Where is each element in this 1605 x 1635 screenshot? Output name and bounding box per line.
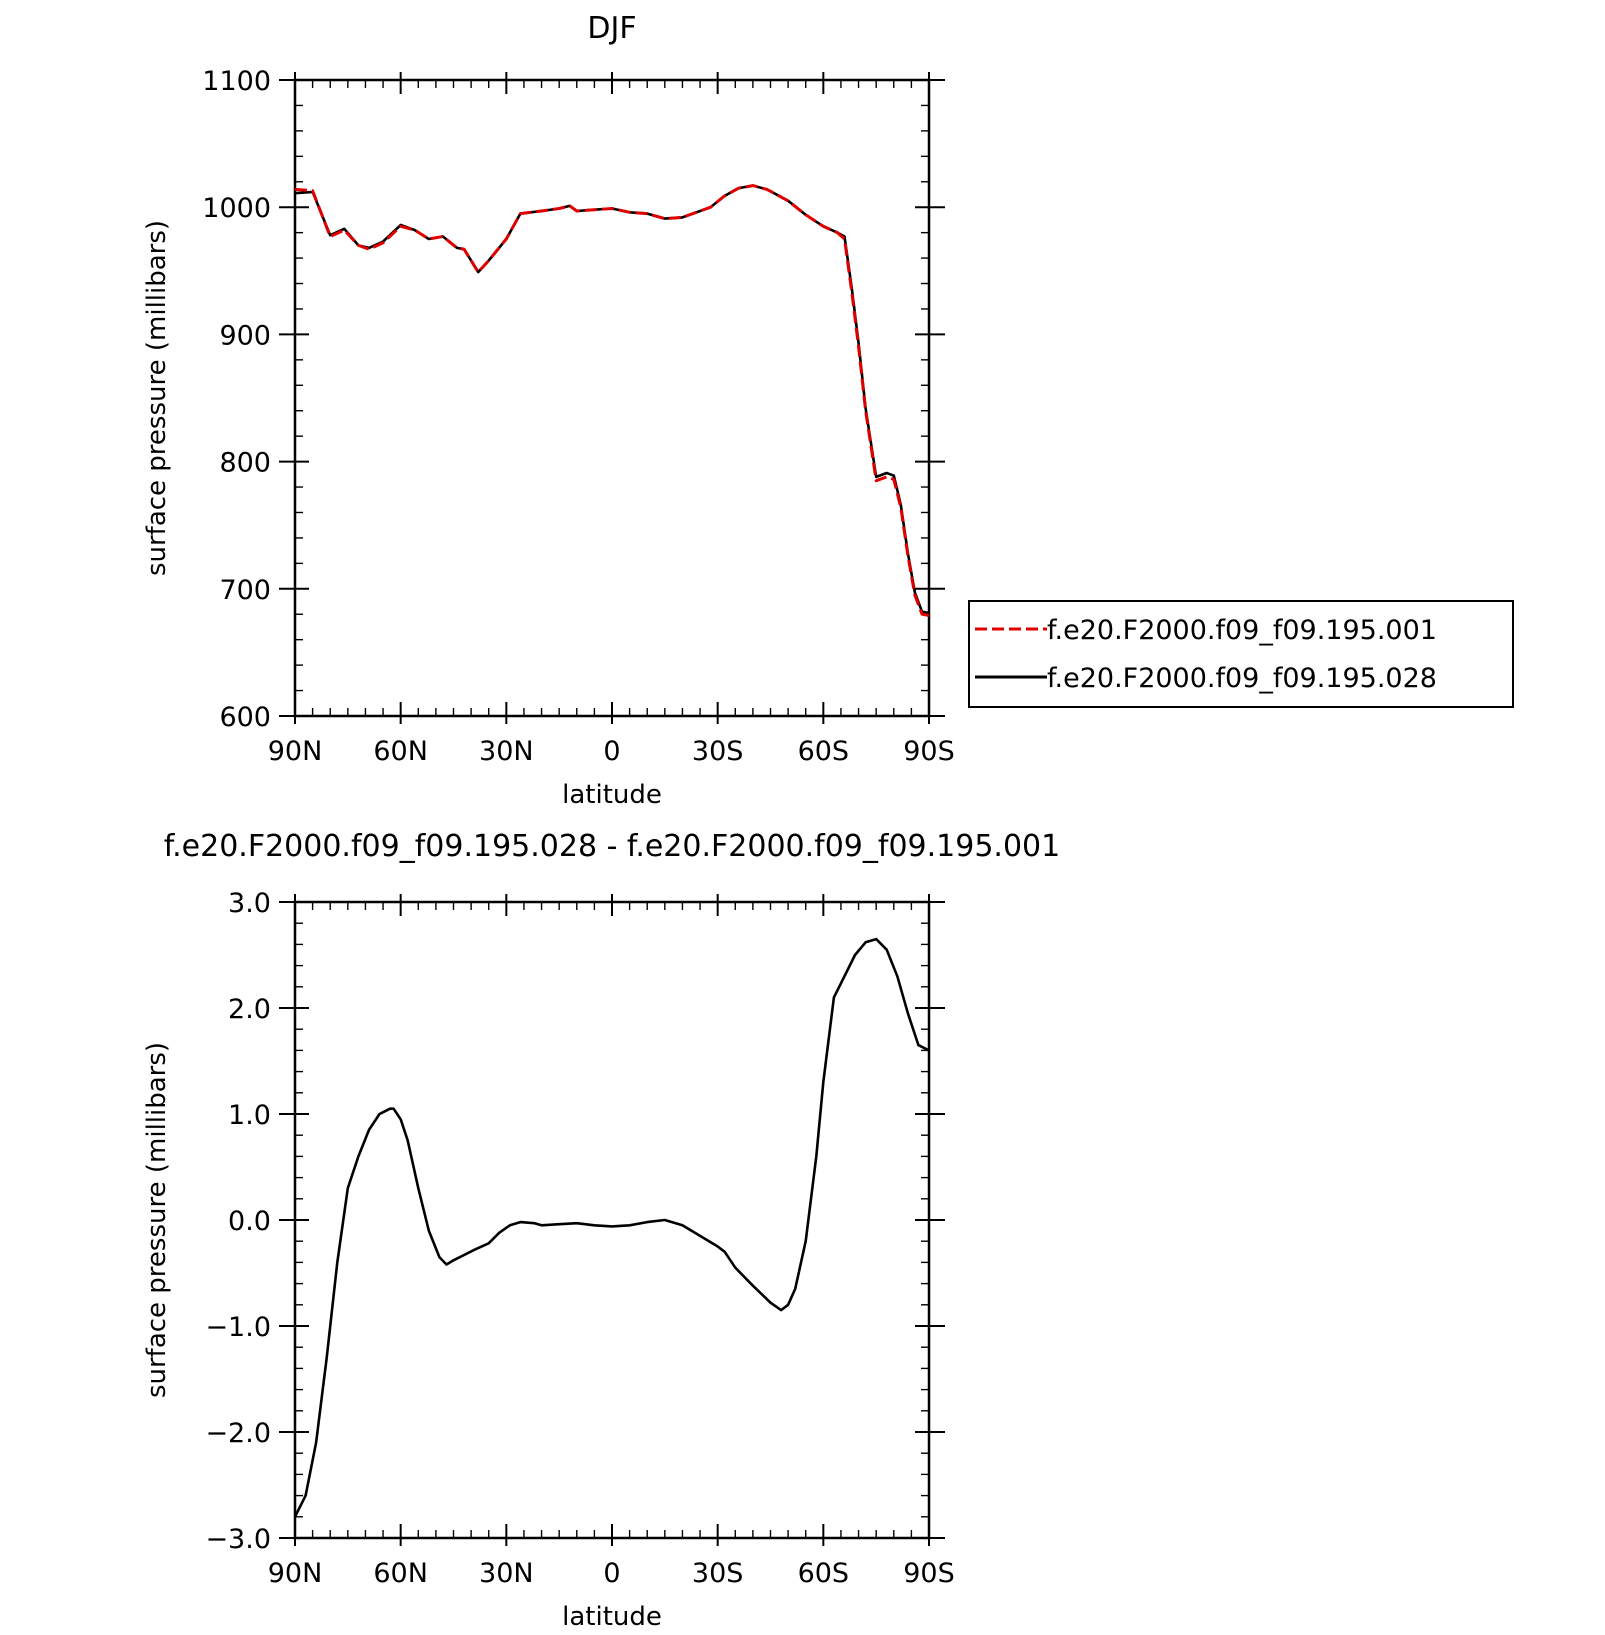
y-tick-label: 1000	[202, 193, 271, 224]
legend-label: f.e20.F2000.f09_f09.195.028	[1047, 663, 1437, 694]
y-axis-title: surface pressure (millibars)	[142, 220, 172, 576]
x-tick-label: 60N	[373, 1558, 428, 1589]
x-tick-label: 60S	[798, 1558, 850, 1589]
x-tick-label: 90N	[268, 1558, 323, 1589]
y-tick-label: 1.0	[228, 1100, 271, 1131]
x-tick-label: 90S	[903, 736, 955, 767]
y-tick-label: 2.0	[228, 994, 271, 1025]
chart-panel-2: f.e20.F2000.f09_f09.195.028 - f.e20.F200…	[142, 829, 1060, 1632]
plot-frame	[293, 78, 931, 718]
y-axis-title: surface pressure (millibars)	[142, 1042, 172, 1398]
x-tick-label: 30S	[692, 736, 744, 767]
x-axis-title: latitude	[562, 780, 662, 810]
y-tick-label: −1.0	[205, 1312, 271, 1343]
chart-title: f.e20.F2000.f09_f09.195.028 - f.e20.F200…	[164, 829, 1060, 864]
legend-box	[968, 600, 1514, 708]
chart-title: DJF	[587, 11, 636, 46]
x-tick-label: 90S	[903, 1558, 955, 1589]
x-tick-label: 90N	[268, 736, 323, 767]
y-tick-label: −3.0	[205, 1524, 271, 1555]
series-line-1	[293, 937, 930, 1518]
x-tick-label: 0	[603, 736, 620, 767]
x-tick-label: 0	[603, 1558, 620, 1589]
x-tick-label: 60N	[373, 736, 428, 767]
legend: f.e20.F2000.f09_f09.195.001 f.e20.F2000.f…	[968, 600, 1514, 708]
y-tick-label: 900	[219, 320, 271, 351]
x-tick-label: 30N	[479, 1558, 534, 1589]
x-tick-label: 30S	[692, 1558, 744, 1589]
series-line-2	[294, 184, 930, 615]
chart-panel-1: DJF 90N 60N 30N 0 30S 60S 90S 600 700 800 900 1000 11…	[142, 11, 1514, 810]
x-axis-title: latitude	[562, 1602, 662, 1632]
legend-label: f.e20.F2000.f09_f09.195.001	[1047, 615, 1437, 646]
y-tick-label: 0.0	[228, 1206, 271, 1237]
y-tick-label: 800	[219, 448, 271, 479]
series-line-1	[294, 184, 930, 617]
y-tick-label: −2.0	[205, 1418, 271, 1449]
x-tick-label: 30N	[479, 736, 534, 767]
y-tick-label: 700	[219, 575, 271, 606]
y-tick-label: 3.0	[228, 888, 271, 919]
x-tick-label: 60S	[798, 736, 850, 767]
y-tick-label: 1100	[202, 66, 271, 97]
y-tick-label: 600	[219, 702, 271, 733]
